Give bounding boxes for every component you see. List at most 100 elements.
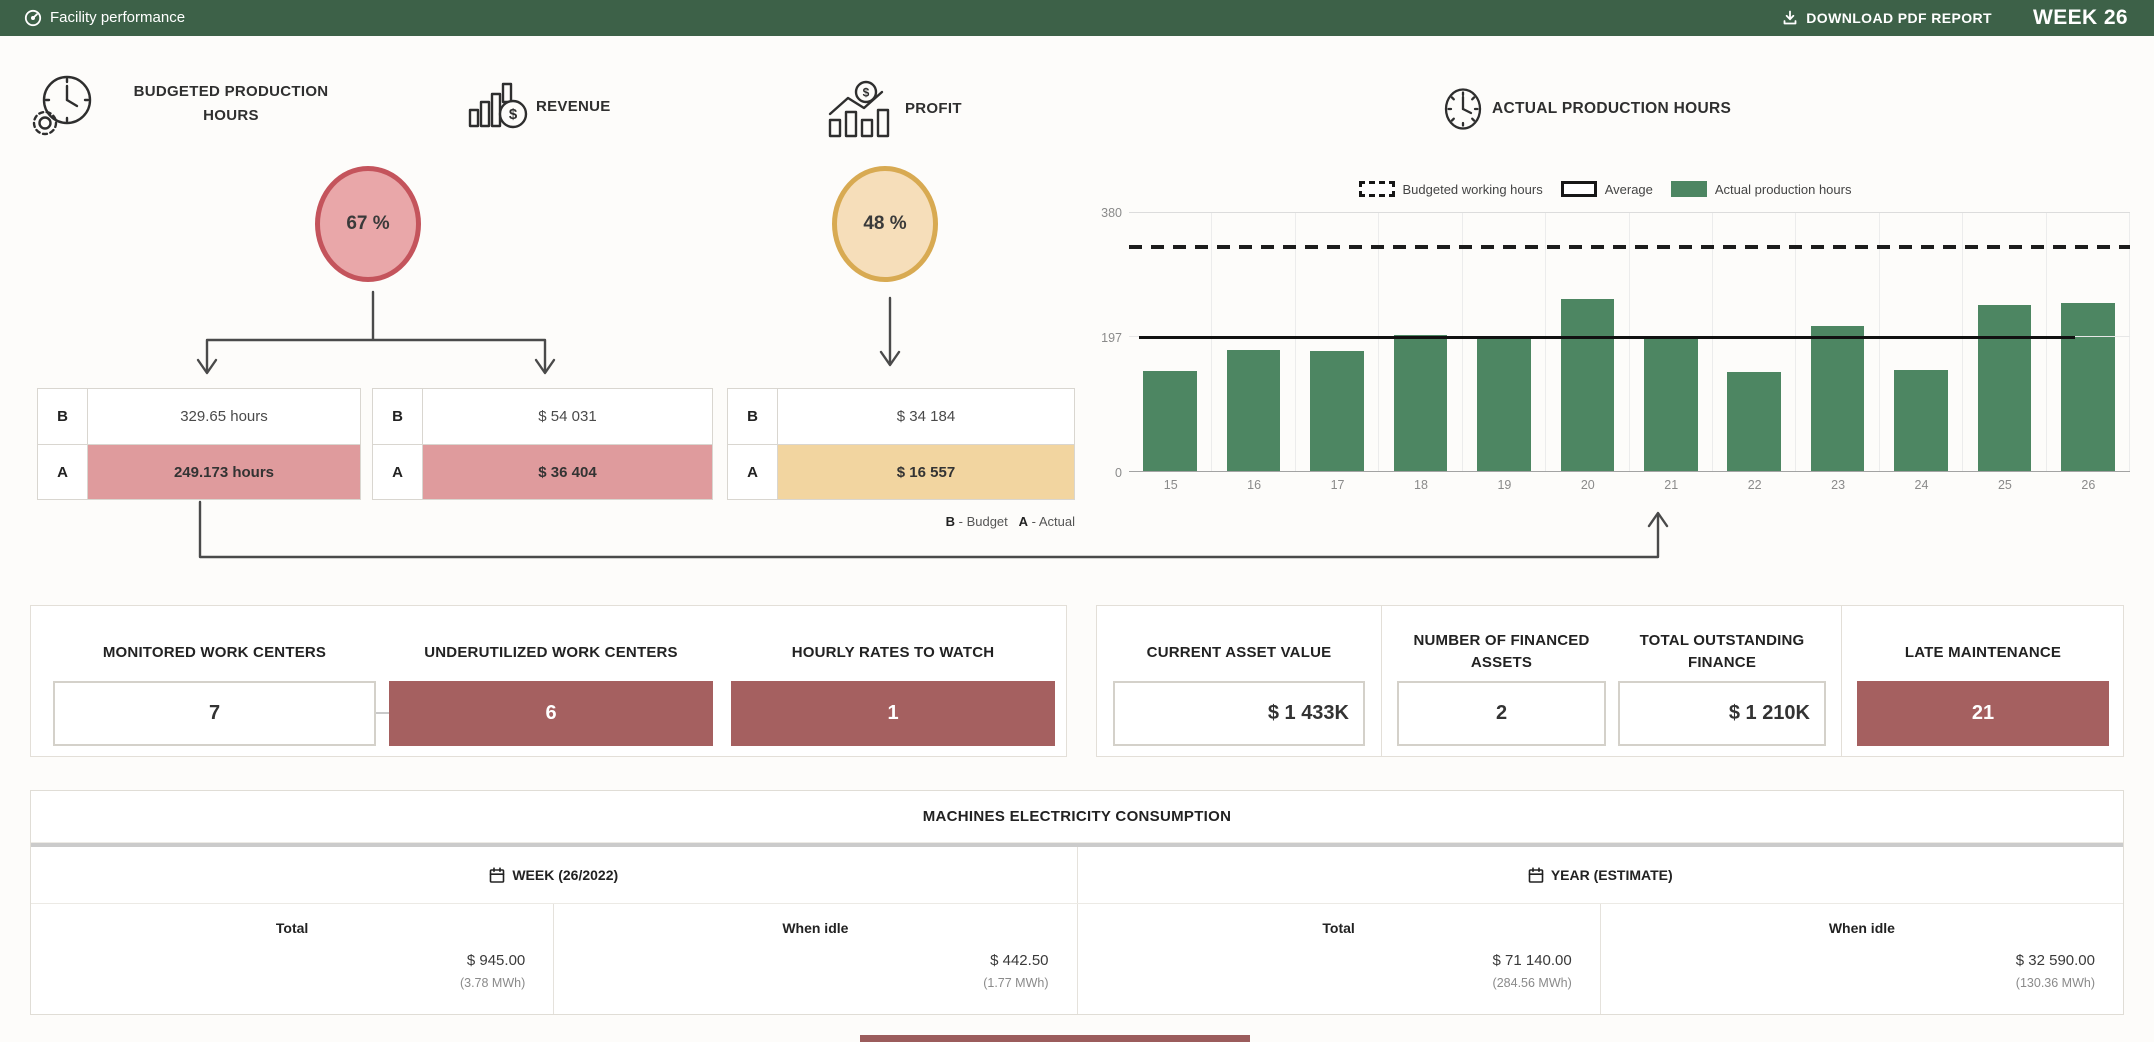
budget-hours-value: 329.65 hours xyxy=(180,408,268,425)
chart-x-axis: 15 16 17 18 19 20 21 22 23 24 25 26 xyxy=(1129,478,2130,492)
chart-bar-week-24[interactable] xyxy=(1894,369,1948,471)
period-year: YEAR (ESTIMATE) xyxy=(1076,847,2124,903)
chart-x-tick-label: 17 xyxy=(1330,478,1345,492)
cost-value: $ 32 590.00 xyxy=(2015,952,2095,969)
kpi-value-hourly-rates[interactable]: 1 xyxy=(731,681,1055,746)
chart-bar-week-26[interactable] xyxy=(2061,303,2115,471)
calendar-icon xyxy=(1528,866,1544,884)
legend-item-budgeted: Budgeted working hours xyxy=(1358,181,1543,197)
assets-panel: CURRENT ASSET VALUE NUMBER OF FINANCED A… xyxy=(1096,605,2124,757)
clock-icon xyxy=(1443,86,1483,132)
profit-table: B $ 34 184 A $ 16 557 xyxy=(727,388,1075,500)
actual-revenue-value: $ 36 404 xyxy=(423,445,712,499)
actual-row-key: A xyxy=(728,445,778,499)
chart-title: ACTUAL PRODUCTION HOURS xyxy=(1492,100,1732,117)
chart-bar-week-16[interactable] xyxy=(1226,350,1281,471)
legend-item-actual: Actual production hours xyxy=(1670,181,1851,197)
actual-profit-value: $ 16 557 xyxy=(778,445,1074,499)
download-icon xyxy=(1782,10,1798,26)
actual-row-key: A xyxy=(373,445,423,499)
table-row-actual: A $ 36 404 xyxy=(373,444,712,499)
energy-value: (1.77 MWh) xyxy=(983,976,1049,990)
solid-line-swatch xyxy=(1560,181,1597,197)
chart-bar-week-23[interactable] xyxy=(1810,326,1865,471)
legend-item-average: Average xyxy=(1560,181,1653,197)
chart-bar-column xyxy=(1463,213,1547,471)
budget-profit-value: $ 34 184 xyxy=(896,408,956,425)
chart-y-tick-label: 380 xyxy=(1101,206,1122,220)
chart-bar-week-15[interactable] xyxy=(1143,371,1197,471)
table-row-budget: B $ 34 184 xyxy=(728,389,1074,444)
chart-bar-column xyxy=(1212,213,1296,471)
table-divider xyxy=(31,843,2123,847)
chart-x-tick-label: 16 xyxy=(1247,478,1262,492)
kpi-value-asset-value[interactable]: $ 1 433K xyxy=(1113,681,1365,746)
year-idle-cell: When idle $ 32 590.00 (130.36 MWh) xyxy=(1599,904,2123,1014)
kpi-value-financed-assets[interactable]: 2 xyxy=(1397,681,1606,746)
chart-y-tick-label: 0 xyxy=(1115,466,1122,480)
chart-bar-week-18[interactable] xyxy=(1393,334,1448,471)
chart-bar-week-22[interactable] xyxy=(1727,371,1781,471)
chart-bar-column xyxy=(1546,213,1630,471)
panel-divider xyxy=(1841,606,1842,756)
cost-value: $ 442.50 xyxy=(990,952,1049,969)
profit-percent-badge: 48 % xyxy=(832,166,938,282)
chart-bar-week-17[interactable] xyxy=(1310,350,1364,471)
consumption-data-row: Total $ 945.00 (3.78 MWh) When idle $ 44… xyxy=(31,903,2123,1014)
chart-x-tick-label: 19 xyxy=(1497,478,1512,492)
metric-title-budgeted-production-hours: BUDGETED PRODUCTION HOURS xyxy=(133,83,329,124)
chart-bar-week-25[interactable] xyxy=(1977,305,2032,471)
chart-x-tick-label: 24 xyxy=(1914,478,1929,492)
chart-bar-column xyxy=(1963,213,2047,471)
chart-bar-column xyxy=(1379,213,1463,471)
period-week: WEEK (26/2022) xyxy=(31,847,1077,903)
app-title: Facility performance xyxy=(50,9,186,26)
chart-bar-column xyxy=(2047,213,2131,471)
energy-value: (3.78 MWh) xyxy=(459,976,526,990)
gauge-icon xyxy=(24,9,42,27)
revenue-bars-icon: $ xyxy=(468,80,530,132)
chart-bar-week-19[interactable] xyxy=(1477,337,1531,471)
kpi-value-late-maintenance[interactable]: 21 xyxy=(1857,681,2109,746)
svg-text:$: $ xyxy=(863,86,870,100)
chart-average-line xyxy=(1139,335,2075,339)
next-section-cutoff xyxy=(860,1035,1250,1042)
chart-bar-column xyxy=(1796,213,1880,471)
clock-gear-icon xyxy=(30,72,96,138)
download-pdf-button[interactable]: DOWNLOAD PDF REPORT xyxy=(1782,0,1992,36)
chart-x-tick-label: 18 xyxy=(1414,478,1428,492)
budget-row-key: B xyxy=(373,389,423,444)
week-total-cell: Total $ 945.00 (3.78 MWh) xyxy=(275,920,526,990)
budget-row-key: B xyxy=(38,389,88,444)
period-header-row: WEEK (26/2022) YEAR (ESTIMATE) xyxy=(31,847,2123,903)
energy-value: (284.56 MWh) xyxy=(1492,976,1572,990)
electricity-consumption-table: MACHINES ELECTRICITY CONSUMPTION WEEK (2… xyxy=(30,790,2124,1015)
table-row-actual: A 249.173 hours xyxy=(38,444,360,499)
actual-hours-value: 249.173 hours xyxy=(88,445,360,499)
download-label: DOWNLOAD PDF REPORT xyxy=(1806,10,1992,26)
chart-x-tick-label: 15 xyxy=(1163,478,1178,492)
kpi-label-asset-value: CURRENT ASSET VALUE xyxy=(1146,644,1332,661)
kpi-value-outstanding-finance[interactable]: $ 1 210K xyxy=(1618,681,1826,746)
chart-bar-column xyxy=(1296,213,1380,471)
chart-x-tick-label: 26 xyxy=(2081,478,2096,492)
electricity-title: MACHINES ELECTRICITY CONSUMPTION xyxy=(31,791,2123,843)
kpi-label-late-maintenance: LATE MAINTENANCE xyxy=(1904,644,2062,661)
chart-bar-column xyxy=(1880,213,1964,471)
budget-usage-percent-badge: 67 % xyxy=(315,166,421,282)
chart-bar-week-20[interactable] xyxy=(1560,298,1615,471)
kpi-label-monitored: MONITORED WORK CENTERS xyxy=(102,644,327,661)
kpi-value-monitored[interactable]: 7 xyxy=(53,681,376,746)
kpi-label-hourly-rates: HOURLY RATES TO WATCH xyxy=(791,644,995,661)
chart-bar-week-21[interactable] xyxy=(1643,336,1698,471)
revenue-table: B $ 54 031 A $ 36 404 xyxy=(372,388,713,500)
table-row-budget: B 329.65 hours xyxy=(38,389,360,444)
budgeted-hours-table: B 329.65 hours A 249.173 hours xyxy=(37,388,361,500)
kpi-label-financed-assets: NUMBER OF FINANCED ASSETS xyxy=(1413,632,1590,671)
kpi-value-underutilized[interactable]: 6 xyxy=(389,681,713,746)
week-selector[interactable]: WEEK 26 xyxy=(2033,6,2128,29)
chart-bar-column xyxy=(1713,213,1797,471)
chart-legend: Budgeted working hours Average Actual pr… xyxy=(1100,181,2110,197)
chart-budget-line xyxy=(1129,244,2130,249)
